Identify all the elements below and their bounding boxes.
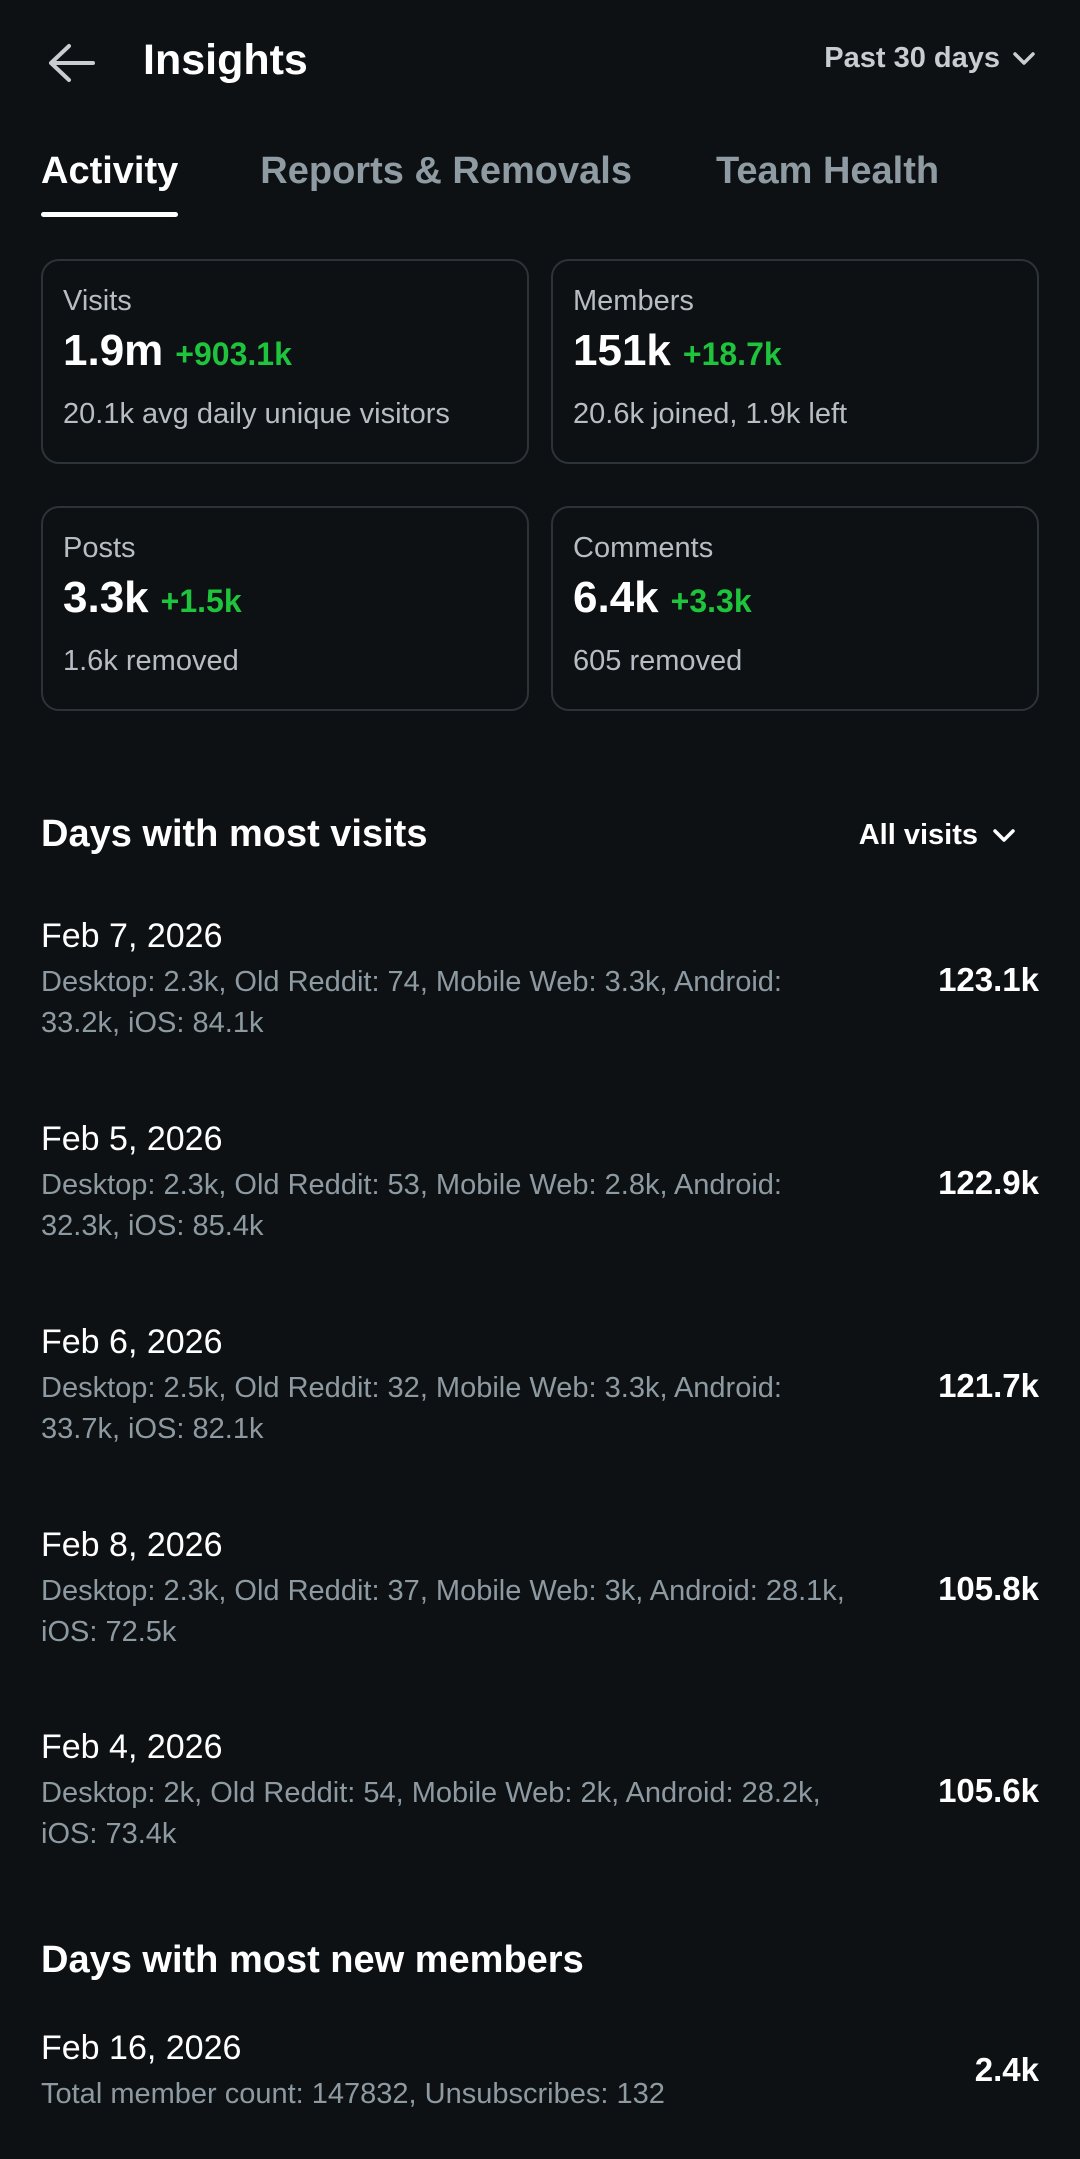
chevron-down-icon (1013, 51, 1035, 65)
row-breakdown: Desktop: 2.5k, Old Reddit: 32, Mobile We… (41, 1372, 782, 1445)
list-item: Feb 7, 2026 Desktop: 2.3k, Old Reddit: 7… (41, 917, 1039, 1044)
date-range-label: Past 30 days (824, 42, 1000, 74)
visit-type-label: All visits (858, 819, 978, 851)
card-delta: +18.7k (682, 336, 782, 372)
card-label: Posts (63, 532, 136, 564)
row-total: 122.9k (938, 1164, 1039, 1201)
visits-card[interactable]: Visits 1.9m +903.1k 20.1k avg daily uniq… (41, 259, 529, 464)
card-subtext: 1.6k removed (63, 645, 239, 677)
card-delta: +903.1k (175, 336, 292, 372)
row-date: Feb 4, 2026 (41, 1728, 223, 1766)
row-date: Feb 5, 2026 (41, 1120, 223, 1158)
comments-card[interactable]: Comments 6.4k +3.3k 605 removed (551, 506, 1039, 711)
card-label: Visits (63, 285, 132, 317)
row-total: 105.6k (938, 1772, 1039, 1809)
top-bar: Insights Past 30 days (0, 0, 1080, 124)
row-total: 2.4k (974, 2051, 1039, 2088)
back-button[interactable] (38, 30, 104, 96)
row-total: 121.7k (938, 1367, 1039, 1404)
list-item: Feb 4, 2026 Desktop: 2k, Old Reddit: 54,… (41, 1728, 1039, 1855)
list-item: Feb 6, 2026 Desktop: 2.5k, Old Reddit: 3… (41, 1323, 1039, 1450)
row-total: 123.1k (938, 961, 1039, 998)
card-value: 3.3k (63, 573, 149, 622)
list-item: Feb 16, 2026 Total member count: 147832,… (41, 2029, 1039, 2115)
most-visits-heading: Days with most visits (41, 813, 428, 855)
card-value: 151k (573, 326, 671, 375)
date-range-dropdown[interactable]: Past 30 days (824, 42, 1036, 75)
card-value: 6.4k (573, 573, 659, 622)
tab-team-health[interactable]: Team Health (715, 150, 940, 192)
tab-bar: Activity Reports & Removals Team Health (41, 150, 939, 220)
arrow-left-icon (49, 44, 95, 82)
list-item: Feb 8, 2026 Desktop: 2.3k, Old Reddit: 3… (41, 1526, 1039, 1653)
card-value: 1.9m (63, 326, 164, 375)
row-date: Feb 8, 2026 (41, 1526, 223, 1564)
posts-card[interactable]: Posts 3.3k +1.5k 1.6k removed (41, 506, 529, 711)
row-date: Feb 7, 2026 (41, 917, 223, 955)
card-subtext: 20.1k avg daily unique visitors (63, 398, 450, 430)
tab-activity[interactable]: Activity (41, 150, 179, 220)
card-delta: +1.5k (160, 583, 242, 619)
visit-type-dropdown[interactable]: All visits (859, 819, 1016, 852)
most-members-heading: Days with most new members (41, 1939, 584, 1981)
row-breakdown: Desktop: 2k, Old Reddit: 54, Mobile Web:… (41, 1777, 821, 1850)
card-subtext: 20.6k joined, 1.9k left (573, 398, 848, 430)
members-card[interactable]: Members 151k +18.7k 20.6k joined, 1.9k l… (551, 259, 1039, 464)
card-delta: +3.3k (670, 583, 752, 619)
row-breakdown: Desktop: 2.3k, Old Reddit: 74, Mobile We… (41, 966, 782, 1039)
row-date: Feb 16, 2026 (41, 2029, 242, 2067)
tab-reports-removals[interactable]: Reports & Removals (260, 150, 632, 192)
card-label: Members (573, 285, 694, 317)
page-title: Insights (143, 36, 308, 84)
card-subtext: 605 removed (573, 645, 743, 677)
stat-cards: Visits 1.9m +903.1k 20.1k avg daily uniq… (41, 259, 1039, 711)
row-total: 105.8k (938, 1570, 1039, 1607)
chevron-down-icon (993, 828, 1015, 842)
card-label: Comments (573, 532, 714, 564)
row-date: Feb 6, 2026 (41, 1323, 223, 1361)
row-breakdown: Total member count: 147832, Unsubscribes… (41, 2078, 665, 2110)
row-breakdown: Desktop: 2.3k, Old Reddit: 37, Mobile We… (41, 1575, 845, 1648)
row-breakdown: Desktop: 2.3k, Old Reddit: 53, Mobile We… (41, 1169, 782, 1242)
list-item: Feb 5, 2026 Desktop: 2.3k, Old Reddit: 5… (41, 1120, 1039, 1247)
